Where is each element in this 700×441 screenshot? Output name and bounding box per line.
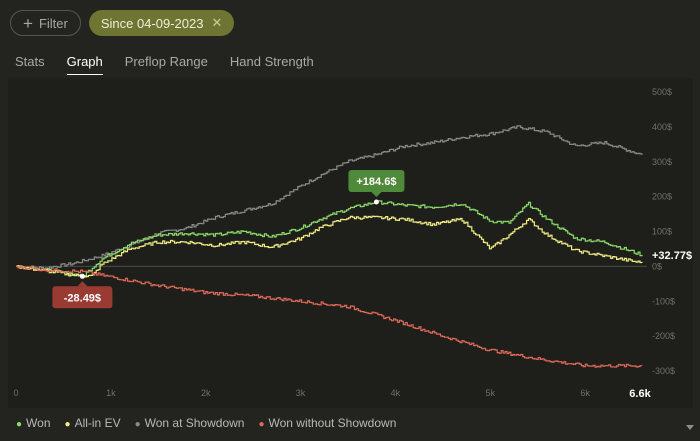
series-line-won-without-showdown	[16, 265, 643, 368]
legend-item-won-at-showdown[interactable]: ● Won at Showdown	[135, 416, 245, 430]
x-tick-label: 3k	[296, 388, 306, 398]
min-label-pointer	[77, 281, 88, 287]
x-tick-label: 2k	[201, 388, 211, 398]
max-point-marker	[373, 199, 379, 205]
max-label-badge	[348, 169, 405, 192]
y-tick-label: 0$	[652, 261, 662, 271]
scroll-down-icon[interactable]	[686, 425, 694, 430]
y-tick-label: 300$	[652, 157, 672, 167]
legend-label: Won	[26, 416, 51, 430]
tab-bar: Stats Graph Preflop Range Hand Strength	[15, 54, 314, 75]
plus-icon: +	[23, 13, 33, 33]
filter-button[interactable]: + Filter	[10, 10, 81, 36]
close-icon[interactable]: ✕	[211, 15, 223, 30]
end-value-label: +32.77$	[652, 250, 692, 262]
tab-preflop-range[interactable]: Preflop Range	[124, 54, 208, 69]
y-tick-label: 200$	[652, 192, 672, 202]
filter-label: Filter	[38, 15, 68, 31]
max-label: +184.6$	[356, 176, 396, 188]
series-line-won	[16, 200, 643, 277]
legend-item-won[interactable]: ● Won	[16, 416, 51, 430]
x-tick-label: 4k	[391, 388, 401, 398]
legend-label: Won without Showdown	[268, 416, 397, 430]
y-tick-label: -200$	[652, 331, 675, 341]
chart-legend: ● Won ● All-in EV ● Won at Showdown ● Won wi…	[16, 416, 396, 430]
filter-bar: + Filter Since 04-09-2023 ✕	[10, 10, 235, 36]
y-tick-label: -100$	[652, 296, 675, 306]
legend-label: Won at Showdown	[144, 416, 245, 430]
legend-label: All-in EV	[74, 416, 121, 430]
min-label-badge	[52, 286, 113, 309]
x-tick-label: 1k	[106, 388, 116, 398]
legend-dot-icon: ●	[258, 419, 265, 430]
tab-hand-strength[interactable]: Hand Strength	[229, 54, 314, 69]
x-tick-label: 5k	[485, 388, 495, 398]
x-end-label: 6.6k	[629, 388, 651, 400]
tab-graph[interactable]: Graph	[66, 54, 103, 75]
min-point-marker	[79, 273, 85, 279]
legend-item-won-without-showdown[interactable]: ● Won without Showdown	[258, 416, 396, 430]
y-tick-label: 500$	[652, 87, 672, 97]
min-label: -28.49$	[64, 292, 101, 304]
series-line-all-in-ev	[16, 215, 643, 278]
legend-dot-icon: ●	[64, 419, 71, 430]
legend-dot-icon: ●	[16, 419, 23, 430]
x-tick-label: 0	[13, 388, 18, 398]
y-tick-label: 400$	[652, 122, 672, 132]
date-filter-label: Since 04-09-2023	[100, 15, 204, 31]
legend-dot-icon: ●	[134, 419, 141, 430]
y-tick-label: -300$	[652, 366, 675, 376]
y-tick-label: 100$	[652, 227, 672, 237]
graph-panel	[8, 78, 693, 408]
max-label-pointer	[371, 191, 382, 197]
series-line-won-at-showdown	[16, 125, 643, 270]
x-tick-label: 6k	[580, 388, 590, 398]
legend-item-all-in-ev[interactable]: ● All-in EV	[65, 416, 121, 430]
date-filter-chip[interactable]: Since 04-09-2023 ✕	[88, 10, 235, 36]
tab-stats[interactable]: Stats	[15, 54, 45, 69]
